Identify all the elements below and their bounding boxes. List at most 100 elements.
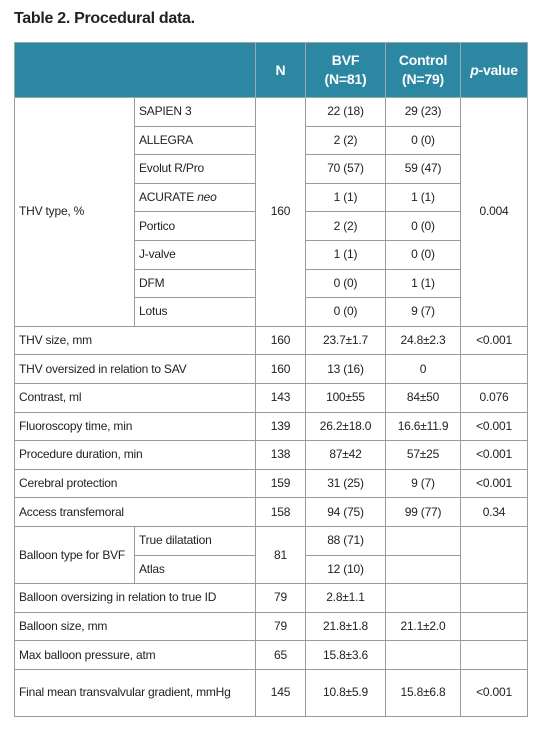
row-label: Balloon type for BVF	[14, 525, 135, 585]
p-cell: 0.004	[460, 97, 528, 327]
bvf-cell: 2 (2)	[305, 125, 386, 156]
sub-label: Portico	[134, 211, 256, 241]
table-row: Portico 2 (2) 0 (0)	[15, 211, 528, 241]
p-cell	[460, 525, 528, 585]
control-cell: 24.8±2.3	[385, 325, 461, 356]
bvf-cell: 2 (2)	[305, 211, 386, 241]
header-control: Control (N=79)	[385, 42, 461, 98]
bvf-cell: 10.8±5.9	[305, 668, 386, 717]
control-cell: 99 (77)	[385, 497, 461, 527]
table-row: Contrast, ml 143 100±55 84±50 0.076	[14, 382, 528, 413]
control-cell: 57±25	[385, 440, 461, 470]
bvf-cell: 31 (25)	[305, 468, 386, 499]
sub-label: ACURATE neo	[134, 182, 256, 213]
n-cell: 143	[255, 382, 306, 413]
row-label: THV type, %	[14, 97, 135, 327]
n-cell: 79	[255, 611, 306, 642]
p-cell: <0.001	[460, 668, 528, 717]
control-cell: 1 (1)	[385, 182, 461, 213]
control-cell	[385, 640, 461, 670]
row-label: Access transfemoral	[14, 497, 256, 527]
control-cell: 21.1±2.0	[385, 611, 461, 642]
bvf-cell: 0 (0)	[305, 268, 386, 299]
table-row: Lotus 0 (0) 9 (7)	[15, 297, 528, 327]
sub-label: True dilatation	[134, 525, 256, 556]
n-cell: 138	[255, 440, 306, 470]
bvf-cell: 94 (75)	[305, 497, 386, 527]
n-cell: 145	[255, 668, 306, 717]
table-row: THV oversized in relation to SAV 160 13 (1…	[14, 354, 528, 384]
p-cell: <0.001	[460, 411, 528, 442]
sub-label-text: DFM	[139, 275, 165, 290]
row-label: Balloon size, mm	[14, 611, 256, 642]
bvf-cell: 13 (16)	[305, 354, 386, 384]
table-row: Balloon oversizing in relation to true I…	[14, 583, 528, 613]
table-row: Atlas 12 (10)	[15, 554, 528, 585]
table-row: THV size, mm 160 23.7±1.7 24.8±2.3 <0.001	[14, 325, 528, 356]
control-cell: 9 (7)	[385, 297, 461, 327]
bvf-cell: 0 (0)	[305, 297, 386, 327]
table-row: Fluoroscopy time, min 139 26.2±18.0 16.6±11…	[14, 411, 528, 442]
row-label: Max balloon pressure, atm	[14, 640, 256, 670]
row-label: Final mean transvalvular gradient, mmHg	[14, 668, 256, 717]
control-cell: 15.8±6.8	[385, 668, 461, 717]
bvf-cell: 21.8±1.8	[305, 611, 386, 642]
sub-label-text: SAPIEN 3	[139, 104, 192, 119]
table-body: THV type, % SAPIEN 3 160 22 (18) 29 (23) 0.00…	[14, 97, 528, 717]
sub-label-text: Atlas	[139, 561, 165, 576]
header-text: p	[470, 61, 479, 78]
n-cell: 160	[255, 97, 306, 327]
header-n: N	[255, 42, 306, 98]
header-text: BVF	[331, 52, 360, 68]
table-row: Final mean transvalvular gradient, mmHg 1…	[14, 668, 528, 717]
row-label: Procedure duration, min	[14, 440, 256, 470]
sub-label-text: Portico	[139, 218, 175, 233]
control-cell	[385, 583, 461, 613]
control-cell: 0 (0)	[385, 239, 461, 270]
sub-label-text: J-valve	[139, 247, 176, 262]
row-label: Balloon oversizing in relation to true I…	[14, 583, 256, 613]
control-cell: 84±50	[385, 382, 461, 413]
row-label: Cerebral protection	[14, 468, 256, 499]
table-row: Procedure duration, min 138 87±42 57±25 <0.0…	[14, 440, 528, 470]
table-row: DFM 0 (0) 1 (1)	[15, 268, 528, 299]
table-header: N BVF (N=81) Control (N=79) p-value	[14, 42, 528, 98]
bvf-cell: 26.2±18.0	[305, 411, 386, 442]
sub-label: Atlas	[134, 554, 256, 585]
bvf-cell: 23.7±1.7	[305, 325, 386, 356]
sub-label: ALLEGRA	[134, 125, 256, 156]
table-row: Cerebral protection 159 31 (25) 9 (7) <0.001	[14, 468, 528, 499]
bvf-cell: 87±42	[305, 440, 386, 470]
table-row: Balloon size, mm 79 21.8±1.8 21.1±2.0	[14, 611, 528, 642]
p-cell	[460, 611, 528, 642]
bvf-cell: 1 (1)	[305, 182, 386, 213]
p-cell: <0.001	[460, 440, 528, 470]
n-cell: 160	[255, 354, 306, 384]
sub-label-italic: neo	[197, 190, 217, 205]
header-p: p-value	[460, 42, 528, 98]
bvf-cell: 88 (71)	[305, 525, 386, 556]
row-label: Contrast, ml	[14, 382, 256, 413]
sub-label: Lotus	[134, 297, 256, 327]
table-row: THV type, % SAPIEN 3 160 22 (18) 29 (23) 0.00…	[14, 97, 528, 327]
sub-label-text: ALLEGRA	[139, 132, 193, 147]
n-cell: 158	[255, 497, 306, 527]
bvf-cell: 2.8±1.1	[305, 583, 386, 613]
sub-label: J-valve	[134, 239, 256, 270]
table-row: ALLEGRA 2 (2) 0 (0)	[15, 125, 528, 156]
control-cell: 0 (0)	[385, 125, 461, 156]
bvf-cell: 100±55	[305, 382, 386, 413]
control-cell	[385, 554, 461, 585]
control-cell	[385, 525, 461, 556]
control-cell: 59 (47)	[385, 154, 461, 184]
header-text: (N=81)	[324, 71, 367, 87]
control-cell: 1 (1)	[385, 268, 461, 299]
n-cell: 81	[255, 525, 306, 585]
header-row: N BVF (N=81) Control (N=79) p-value	[14, 42, 528, 98]
p-cell: 0.076	[460, 382, 528, 413]
sub-label-text: True dilatation	[139, 533, 212, 548]
bvf-cell: 70 (57)	[305, 154, 386, 184]
table-title: Table 2. Procedural data.	[14, 10, 195, 27]
bvf-cell: 1 (1)	[305, 239, 386, 270]
p-cell	[460, 640, 528, 670]
